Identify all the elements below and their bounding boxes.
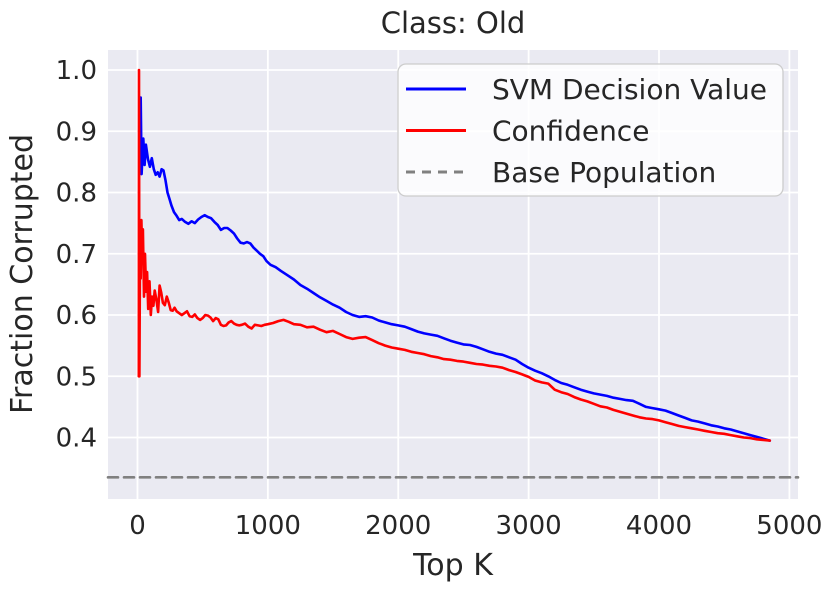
confidence-line [137, 68, 772, 442]
y-tick-label: 0.5 [56, 362, 97, 392]
y-axis-label: Fraction Corrupted [5, 134, 40, 414]
y-tick-label: 0.4 [56, 424, 97, 454]
legend-entry-svm-decision-value: SVM Decision Value [406, 73, 767, 106]
y-tick-label: 0.7 [56, 240, 97, 270]
legend-entry-base-population: Base Population [406, 156, 716, 189]
y-tick-label: 0.6 [56, 301, 97, 331]
x-tick-labels: 0 1000 2000 3000 4000 5000 [129, 511, 822, 541]
y-tick-label: 1.0 [56, 56, 97, 86]
legend-box [397, 63, 784, 197]
y-tick-label: 0.8 [56, 179, 97, 209]
legend: SVM Decision Value Confidence Base Popul… [397, 63, 784, 197]
x-tick-label: 2000 [365, 511, 431, 541]
x-tick-label: 0 [129, 511, 146, 541]
x-tick-label: 5000 [756, 511, 822, 541]
legend-entry-confidence: Confidence [406, 115, 649, 148]
x-tick-label: 1000 [235, 511, 301, 541]
y-tick-labels: 0.4 0.5 0.6 0.7 0.8 0.9 1.0 [56, 56, 97, 453]
x-tick-label: 4000 [626, 511, 692, 541]
chart-title: Class: Old [381, 6, 526, 40]
legend-label-base-population: Base Population [492, 156, 716, 189]
series-group [106, 68, 800, 479]
legend-label-svm-decision-value: SVM Decision Value [492, 73, 767, 106]
x-tick-label: 3000 [496, 511, 562, 541]
legend-label-confidence: Confidence [492, 115, 649, 148]
svm-decision-value-line [139, 96, 772, 442]
x-axis-label: Top K [412, 548, 494, 583]
y-tick-label: 0.9 [56, 117, 97, 147]
